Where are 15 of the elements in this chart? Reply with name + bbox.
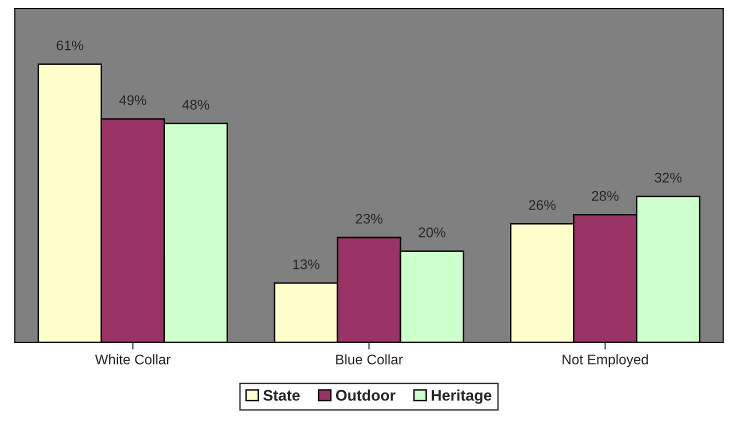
x-tick-label: Not Employed	[562, 354, 648, 368]
data-label: 48%	[182, 100, 210, 110]
data-label: 49%	[119, 95, 146, 106]
legend-label: Heritage	[432, 390, 492, 404]
legend-label: Outdoor	[336, 390, 396, 401]
data-label: 32%	[654, 172, 682, 183]
data-label: 23%	[356, 214, 382, 224]
x-tick-label: White Collar	[95, 354, 170, 364]
legend-label: State	[263, 390, 300, 401]
data-label: 20%	[418, 227, 446, 238]
data-label: 13%	[293, 259, 320, 270]
data-label: 28%	[592, 191, 619, 201]
x-tick-label: Blue Collar	[336, 354, 403, 364]
data-label: 26%	[528, 200, 556, 210]
data-label: 61%	[56, 40, 84, 50]
